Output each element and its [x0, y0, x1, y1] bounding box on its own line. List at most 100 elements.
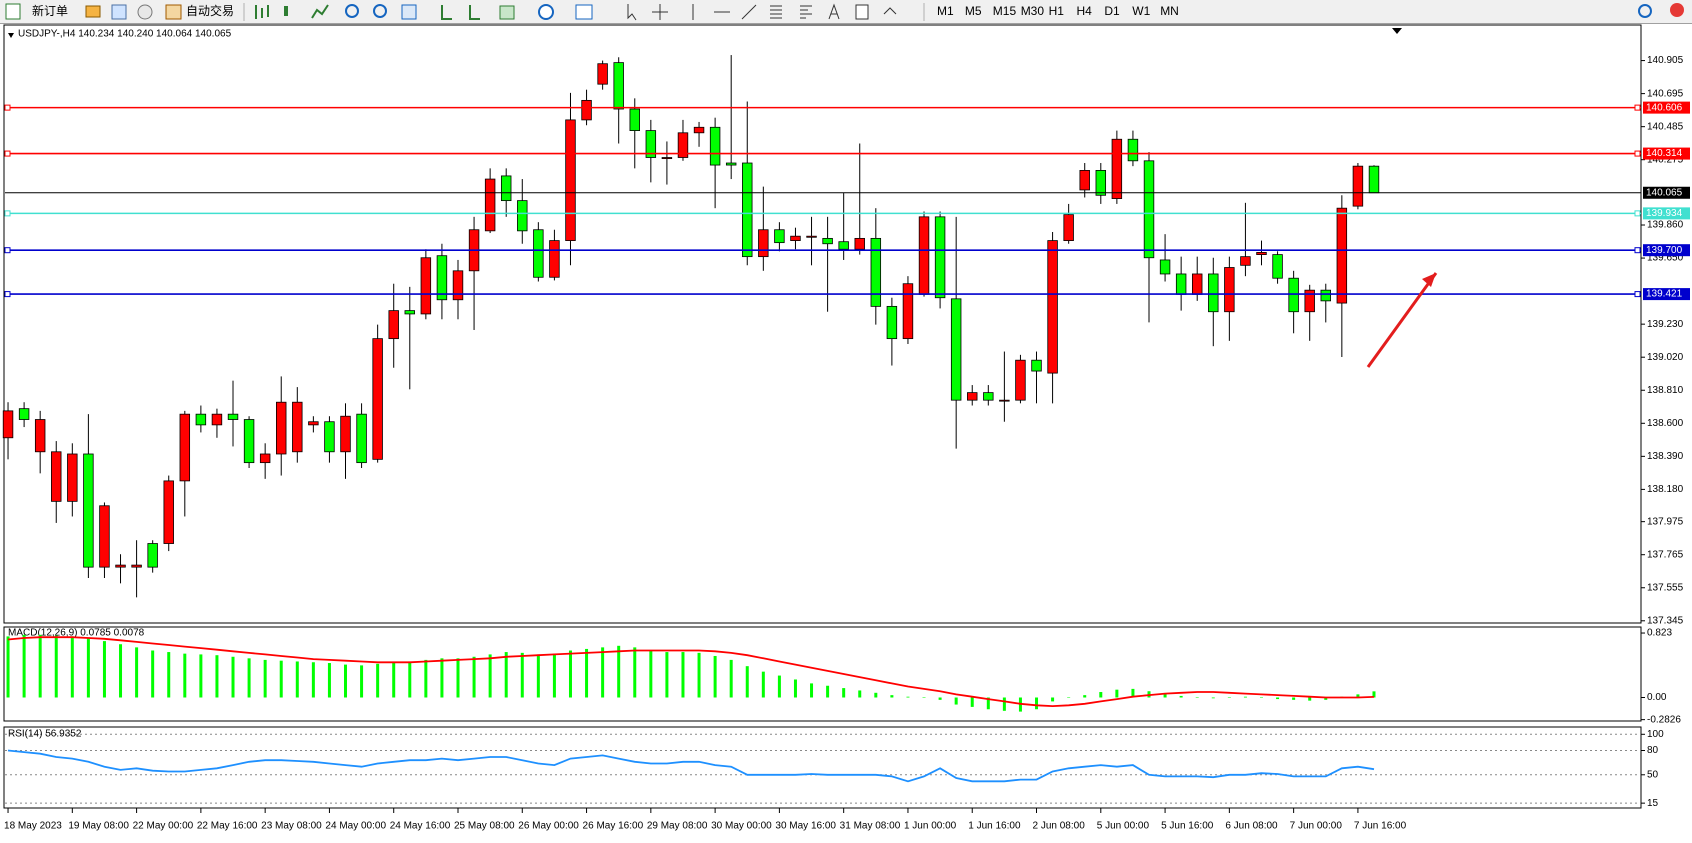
macd-bar	[263, 659, 267, 698]
toolbar-icon[interactable]	[85, 5, 101, 18]
notification-badge[interactable]	[1670, 3, 1684, 17]
macd-bar	[424, 659, 428, 698]
macd-bar	[344, 664, 348, 698]
crosshair-icon[interactable]	[652, 4, 668, 20]
timeframe-button[interactable]: M15	[993, 4, 1017, 18]
macd-bar	[1243, 696, 1247, 698]
price-label-bg	[1643, 288, 1690, 301]
trendline-icon[interactable]	[741, 4, 757, 20]
fibo-icon[interactable]	[800, 5, 812, 19]
indicator-line	[7, 749, 1375, 783]
x-tick-label: 30 May 16:00	[775, 821, 836, 832]
indicator-title: RSI(14) 56.9352	[8, 729, 82, 740]
macd-bar	[1131, 688, 1135, 698]
timeframe-button[interactable]: M30	[1021, 4, 1045, 18]
channel-icon[interactable]	[770, 5, 782, 19]
candle-body	[822, 237, 833, 245]
timeframe-button[interactable]: M1	[937, 4, 954, 18]
timeframe-button[interactable]: H4	[1077, 4, 1093, 18]
search-icon[interactable]	[1638, 4, 1652, 18]
candle-body	[1095, 170, 1107, 196]
candle-body	[999, 399, 1010, 402]
timeframe-button[interactable]: M5	[965, 4, 982, 18]
y-tick-label: 137.345	[1647, 615, 1684, 626]
candle-body	[372, 338, 383, 460]
candle-body	[1015, 359, 1026, 401]
candle-body	[1031, 359, 1042, 372]
candle-body	[83, 453, 94, 568]
line-handle	[1634, 104, 1641, 111]
periods-icon[interactable]	[538, 4, 554, 20]
line-handle	[4, 104, 11, 111]
zoom-out-icon[interactable]	[373, 4, 387, 18]
x-tick-label: 31 May 08:00	[840, 821, 901, 832]
macd-bar	[1051, 697, 1055, 702]
price-label-bg	[1643, 147, 1690, 160]
candle-body	[420, 257, 432, 315]
macd-bar	[472, 656, 476, 698]
templates-icon[interactable]	[575, 4, 593, 20]
x-tick-label: 22 May 00:00	[133, 821, 194, 832]
macd-bar	[199, 654, 203, 698]
timeframe-bar: M1 M5 M15 M30 H1 H4 D1 W1 MN	[937, 4, 1179, 18]
x-tick-label: 23 May 08:00	[261, 821, 322, 832]
candle-body	[854, 237, 865, 250]
candle-body	[227, 413, 239, 420]
auto-trading-icon[interactable]	[165, 4, 182, 20]
price-label: 140.065	[1646, 187, 1683, 198]
timeframe-button[interactable]: D1	[1104, 4, 1120, 18]
zoom-in-icon[interactable]	[345, 4, 359, 18]
autoscroll-icon[interactable]	[441, 5, 452, 20]
x-tick-label: 7 Jun 00:00	[1290, 821, 1343, 832]
line-chart-icon[interactable]	[311, 4, 329, 19]
x-tick-label: 22 May 16:00	[197, 821, 258, 832]
candle-body	[1175, 273, 1187, 295]
candle-body	[67, 453, 78, 502]
x-tick-label: 29 May 08:00	[647, 821, 708, 832]
bar-chart-icon[interactable]	[255, 5, 269, 19]
candle-body	[1224, 267, 1235, 313]
macd-bar	[1195, 697, 1199, 698]
text-icon[interactable]	[828, 3, 840, 20]
toolbar-icon[interactable]	[111, 4, 127, 20]
tile-icon[interactable]	[401, 4, 417, 20]
timeframe-button[interactable]: W1	[1132, 4, 1150, 18]
candle-icon[interactable]	[284, 6, 288, 16]
macd-bar	[167, 652, 171, 698]
macd-bar	[633, 647, 637, 698]
candle-body	[549, 240, 560, 278]
candle-body	[517, 200, 528, 232]
timeframe-button[interactable]: H1	[1049, 4, 1065, 18]
chart-shift-icon[interactable]	[469, 5, 480, 20]
candle-body	[1368, 165, 1380, 194]
toolbar-bg	[0, 0, 1692, 24]
macd-bar	[890, 695, 894, 698]
candle-body	[629, 108, 640, 131]
line-handle	[4, 247, 11, 254]
y-tick-label: 138.600	[1647, 418, 1684, 429]
cursor-icon[interactable]	[627, 4, 637, 21]
candle-body	[1111, 138, 1123, 199]
indicators-icon[interactable]	[499, 5, 515, 20]
macd-bar	[1163, 693, 1167, 698]
macd-bar	[858, 690, 862, 698]
x-tick-label: 6 Jun 08:00	[1225, 821, 1278, 832]
new-order-button[interactable]: 新订单	[32, 3, 68, 18]
macd-bar	[745, 666, 749, 698]
candle-body	[1208, 273, 1219, 313]
candle-body	[886, 305, 898, 340]
x-tick-label: 7 Jun 16:00	[1354, 821, 1407, 832]
toolbar-icon[interactable]	[137, 4, 153, 20]
auto-trading-button[interactable]: 自动交易	[186, 3, 234, 18]
arrows-icon[interactable]	[883, 7, 897, 15]
new-order-icon[interactable]	[5, 3, 21, 20]
price-label: 140.314	[1646, 148, 1683, 159]
macd-bar	[1372, 691, 1376, 698]
macd-bar	[54, 635, 58, 698]
macd-bar	[842, 688, 846, 698]
price-label: 140.606	[1646, 102, 1683, 113]
chart-shift-marker	[1392, 28, 1402, 34]
label-icon[interactable]	[855, 4, 869, 20]
rsi-panel	[3, 726, 1642, 809]
timeframe-button[interactable]: MN	[1160, 4, 1179, 18]
